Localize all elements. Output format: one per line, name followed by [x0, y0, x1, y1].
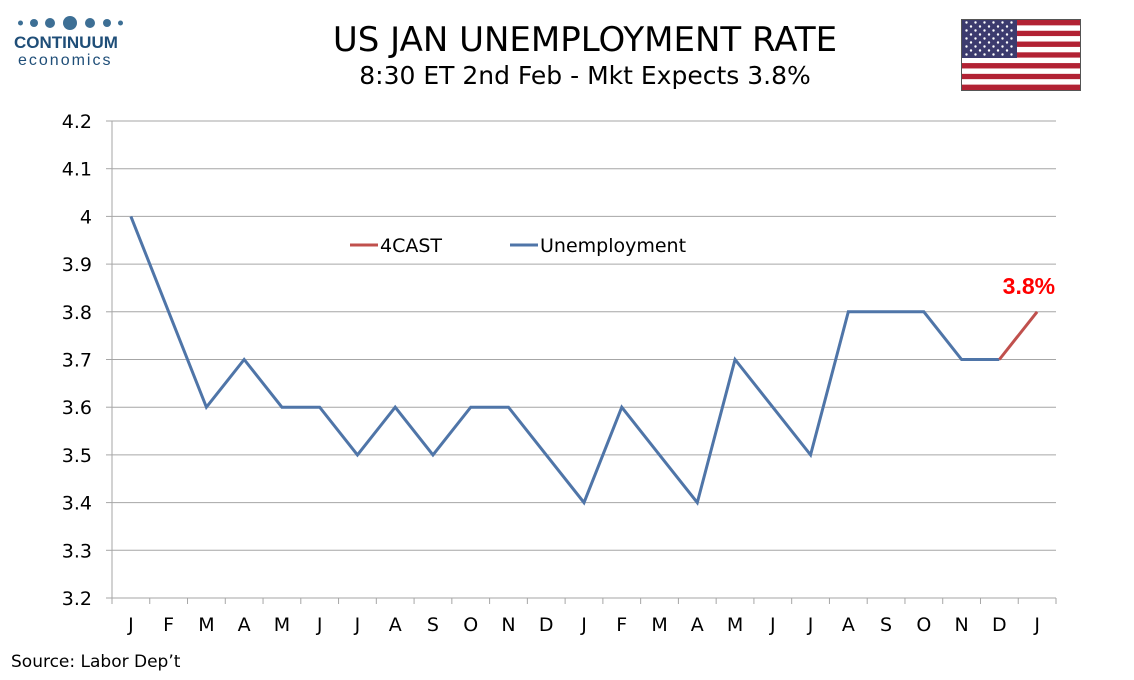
- y-tick-label: 3.3: [62, 540, 92, 562]
- y-tick-label: 3.9: [62, 254, 92, 276]
- logo-dots-icon: [14, 14, 144, 32]
- x-tick-label: J: [316, 614, 323, 636]
- legend: 4CAST Unemployment: [350, 235, 686, 257]
- source-note: Source: Labor Dep’t: [11, 652, 181, 672]
- x-tick-label: M: [727, 614, 743, 636]
- logo-subtitle: economics: [18, 52, 113, 69]
- axes: [111, 121, 1057, 604]
- legend-label: 4CAST: [380, 235, 442, 257]
- y-tick-label: 4.2: [62, 111, 92, 133]
- x-tick-label: A: [238, 614, 251, 636]
- x-tick-label: M: [651, 614, 667, 636]
- y-tick-label: 3.6: [62, 397, 92, 419]
- x-tick-label: S: [880, 614, 892, 636]
- x-tick-label: D: [992, 614, 1007, 636]
- gridlines: [106, 120, 1056, 599]
- x-tick-label: A: [389, 614, 402, 636]
- x-tick-label: M: [274, 614, 290, 636]
- x-tick-label: A: [691, 614, 704, 636]
- chart-subtitle: 8:30 ET 2nd Feb - Mkt Expects 3.8%: [359, 61, 811, 90]
- y-tick-label: 4.1: [62, 159, 92, 181]
- x-tick-label: S: [427, 614, 439, 636]
- y-tick-label: 3.5: [62, 445, 92, 467]
- series-lines: [129, 215, 1039, 506]
- x-tick-label: O: [916, 614, 931, 636]
- us-flag-graphic: [962, 20, 1080, 91]
- legend-label: Unemployment: [540, 235, 686, 257]
- x-tick-label: J: [1033, 614, 1040, 636]
- us-flag-icon: [961, 19, 1081, 91]
- x-tick-label: J: [807, 614, 814, 636]
- y-tick-label: 3.7: [62, 350, 92, 372]
- x-tick-label: D: [539, 614, 554, 636]
- series-line-4cast: [998, 310, 1039, 361]
- y-tick-label: 3.4: [62, 493, 92, 515]
- logo-name: CONTINUUM: [14, 33, 118, 52]
- y-tick-label: 3.2: [62, 588, 92, 610]
- x-tick-label: J: [127, 614, 134, 636]
- x-tick-label: F: [616, 614, 627, 636]
- x-tick-label: F: [163, 614, 174, 636]
- x-tick-label: O: [463, 614, 478, 636]
- data-label: 3.8%: [1003, 273, 1055, 299]
- x-tick-label: M: [198, 614, 214, 636]
- x-tick-label: A: [842, 614, 855, 636]
- chart-title: US JAN UNEMPLOYMENT RATE: [332, 20, 838, 60]
- x-tick-label: N: [954, 614, 968, 636]
- x-tick-label: N: [501, 614, 515, 636]
- x-tick-label: J: [580, 614, 587, 636]
- logo: CONTINUUM economics: [14, 14, 144, 70]
- y-tick-label: 3.8: [62, 302, 92, 324]
- y-tick-label: 4: [80, 206, 92, 228]
- annotations: 3.8%: [1003, 273, 1055, 299]
- series-line-unemployment: [129, 215, 1000, 506]
- x-tick-label: J: [354, 614, 361, 636]
- y-axis-ticks: 3.2 3.3 3.4 3.5 3.6 3.7 3.8 3.9 4 4.1 4.2: [62, 111, 92, 610]
- x-tick-label: J: [769, 614, 776, 636]
